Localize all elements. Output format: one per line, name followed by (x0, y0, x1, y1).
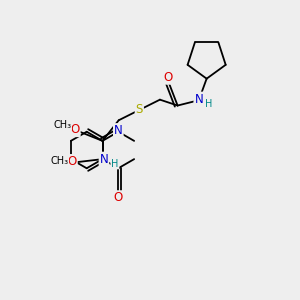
Text: O: O (68, 155, 77, 168)
Text: N: N (194, 93, 203, 106)
Text: CH₃: CH₃ (53, 120, 71, 130)
Text: H: H (111, 158, 118, 169)
Text: O: O (164, 71, 173, 84)
Text: S: S (136, 103, 143, 116)
Text: H: H (205, 99, 212, 110)
Text: N: N (100, 153, 108, 166)
Text: N: N (114, 124, 123, 137)
Text: O: O (70, 123, 80, 136)
Text: CH₃: CH₃ (50, 157, 68, 166)
Text: O: O (114, 191, 123, 204)
